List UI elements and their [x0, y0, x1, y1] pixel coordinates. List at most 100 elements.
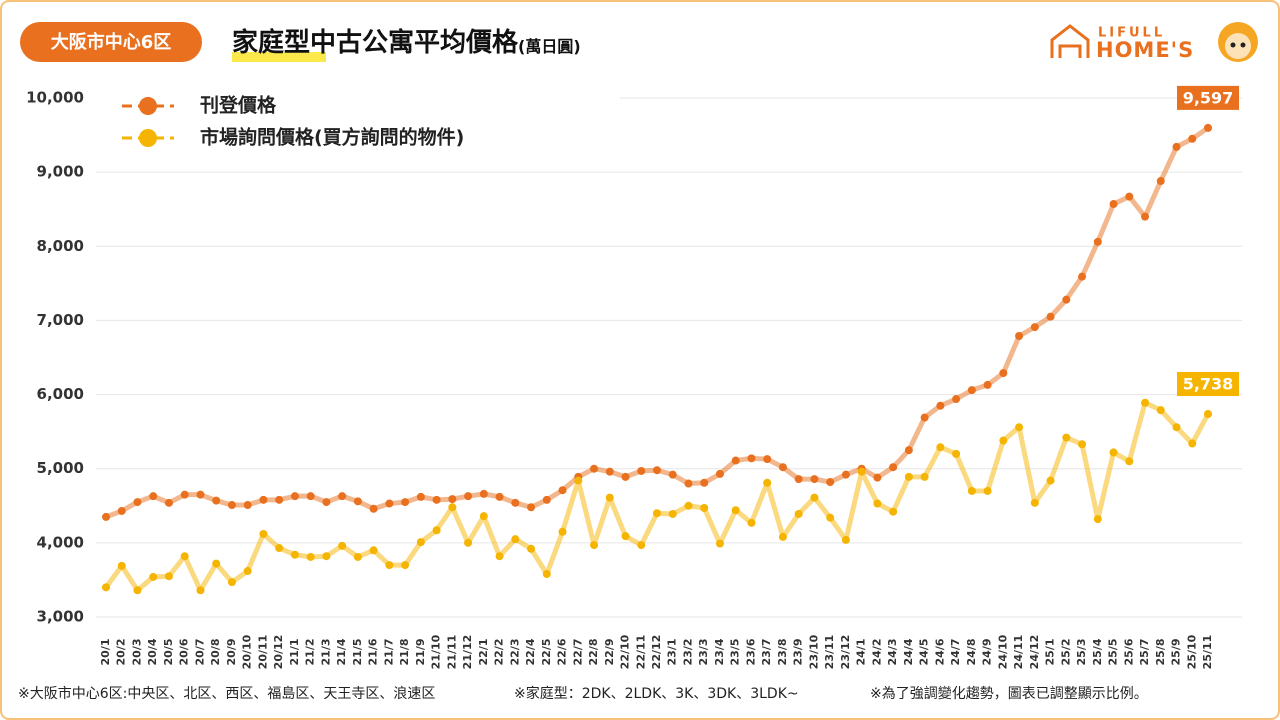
data-point [668, 470, 677, 479]
x-tick-label: 21/8 [398, 639, 411, 666]
data-point [747, 518, 756, 527]
data-point [763, 478, 772, 487]
x-tick-label: 20/12 [272, 635, 285, 670]
data-point [1172, 423, 1181, 432]
logo-house [1050, 24, 1090, 58]
x-tick-label: 24/8 [965, 639, 978, 666]
data-point [983, 380, 992, 389]
x-tick-label: 20/11 [256, 635, 269, 670]
data-point [353, 552, 362, 561]
data-point [102, 583, 110, 592]
data-point [133, 586, 142, 595]
data-point [873, 499, 882, 508]
data-point [794, 509, 803, 518]
data-point [479, 512, 488, 521]
y-tick-label: 8,000 [37, 237, 84, 255]
data-point [1125, 192, 1134, 201]
data-point [353, 497, 362, 506]
data-point [1046, 476, 1055, 485]
data-point [637, 466, 646, 475]
data-point [133, 498, 142, 507]
x-tick-label: 24/4 [902, 638, 915, 665]
legend-marker [139, 97, 157, 115]
data-point [416, 538, 425, 547]
data-point [448, 495, 457, 504]
data-point [401, 498, 410, 507]
data-point [731, 456, 740, 465]
data-point [778, 532, 787, 541]
data-point [1188, 439, 1197, 448]
x-tick-label: 20/9 [225, 639, 238, 666]
y-tick-label: 4,000 [37, 533, 84, 551]
data-point [1109, 200, 1118, 209]
data-point [227, 501, 236, 510]
x-tick-label: 24/2 [870, 639, 883, 666]
x-tick-label: 24/5 [918, 639, 931, 666]
data-point [495, 552, 504, 561]
x-tick-label: 25/10 [1185, 634, 1198, 669]
logo-top: LIFULL [1098, 26, 1165, 41]
badge-text: 大阪市中心6区 [51, 31, 172, 53]
title-highlight [232, 52, 326, 62]
data-point [873, 473, 882, 482]
data-point [889, 463, 898, 472]
data-point [731, 506, 740, 515]
data-point [1204, 409, 1212, 418]
x-tick-label: 25/5 [1107, 639, 1120, 666]
x-tick-label: 23/2 [681, 639, 694, 666]
data-point [259, 529, 268, 538]
title-main: 家庭型中古公寓平均價格 [232, 27, 519, 58]
data-point [322, 552, 331, 561]
y-tick-label: 9,000 [37, 163, 84, 181]
data-point [590, 541, 599, 550]
data-point [1156, 177, 1165, 186]
x-tick-label: 23/1 [666, 639, 679, 666]
data-point [936, 443, 945, 452]
y-tick-label: 7,000 [37, 311, 84, 329]
data-point [1172, 142, 1181, 151]
data-point [1015, 423, 1024, 432]
value-label-box [1177, 85, 1239, 110]
data-point [826, 478, 835, 487]
data-point [542, 569, 551, 578]
data-point [826, 513, 835, 522]
data-point [527, 544, 536, 553]
x-tick-label: 21/2 [304, 639, 317, 666]
x-tick-label: 21/10 [430, 634, 443, 669]
data-point [432, 495, 441, 504]
data-point [117, 506, 126, 515]
x-tick-label: 20/2 [115, 639, 128, 666]
data-point [983, 486, 992, 495]
x-tick-label: 23/11 [823, 635, 836, 670]
x-tick-label: 20/5 [162, 639, 175, 666]
data-point [338, 492, 347, 501]
logo-eye [1240, 42, 1246, 48]
x-tick-label: 23/9 [792, 639, 805, 666]
x-tick-label: 25/8 [1154, 639, 1167, 666]
data-point [841, 535, 850, 544]
data-point [385, 499, 394, 508]
x-tick-label: 20/3 [130, 639, 143, 666]
data-point [889, 507, 898, 516]
x-tick-label: 22/1 [477, 639, 490, 666]
data-point [700, 478, 709, 487]
x-tick-label: 24/11 [1012, 635, 1025, 670]
data-point [1156, 406, 1165, 415]
x-tick-label: 24/7 [949, 639, 962, 666]
data-point [920, 413, 929, 422]
x-tick-label: 21/5 [351, 639, 364, 666]
y-tick-label: 6,000 [37, 385, 84, 403]
data-point [1188, 134, 1197, 143]
data-point [558, 486, 567, 495]
x-tick-label: 22/2 [493, 639, 506, 666]
x-tick-label: 24/12 [1028, 635, 1041, 670]
data-point [227, 578, 236, 587]
x-tick-label: 21/4 [335, 638, 348, 665]
data-point [196, 490, 205, 499]
logo-mascot-face [1225, 33, 1251, 59]
x-tick-label: 21/6 [367, 638, 380, 665]
data-point [275, 495, 284, 504]
x-tick-label: 25/9 [1170, 639, 1183, 666]
data-point [196, 586, 205, 595]
